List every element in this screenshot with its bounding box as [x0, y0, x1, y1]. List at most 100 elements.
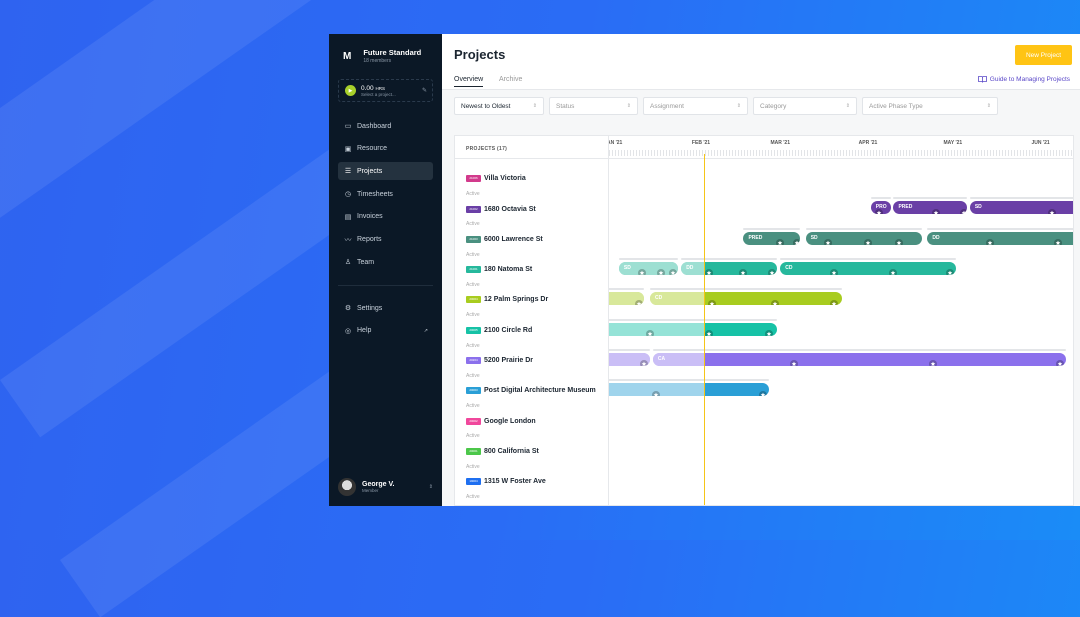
project-name[interactable]: 5200 Prairie Dr	[484, 357, 534, 365]
project-row[interactable]: 21002 1680 Octavia St Active	[466, 200, 536, 227]
guide-link[interactable]: Guide to Managing Projects	[977, 76, 1070, 83]
project-row[interactable]: 20002 Google London Active	[466, 412, 536, 439]
project-name[interactable]: Post Digital Architecture Museum	[484, 387, 596, 395]
project-name[interactable]: 800 California St	[484, 447, 539, 455]
milestone-star-icon[interactable]	[705, 264, 714, 275]
phase-bar[interactable]: CD	[650, 292, 843, 306]
sidebar-item-settings[interactable]: ⚙ Settings	[338, 299, 433, 317]
milestone-star-icon[interactable]	[767, 264, 776, 275]
milestone-star-icon[interactable]	[657, 264, 666, 275]
filter-dropdown[interactable]: Newest to Oldest ⇕	[454, 97, 544, 115]
new-project-button[interactable]: New Project	[1015, 45, 1072, 65]
milestone-star-icon[interactable]	[646, 325, 655, 336]
milestone-star-icon[interactable]	[985, 234, 994, 245]
phase-bar[interactable]: SD	[969, 201, 1073, 215]
milestone-star-icon[interactable]	[770, 295, 779, 306]
project-row[interactable]: 20204 5200 Prairie Dr Active	[466, 352, 534, 379]
filter-dropdown[interactable]: Status ⇕	[549, 97, 638, 115]
sidebar-item-dashboard[interactable]: ▭ Dashboard	[338, 117, 433, 135]
edit-icon[interactable]: ✎	[421, 88, 427, 94]
project-name[interactable]: 2100 Circle Rd	[484, 326, 533, 334]
project-row[interactable]: 20003 Post Digital Architecture Museum Act…	[466, 382, 596, 409]
timer-hours: 0.00	[361, 84, 374, 92]
phase-bar[interactable]: CD	[780, 261, 956, 275]
milestone-star-icon[interactable]	[895, 234, 904, 245]
milestone-star-icon[interactable]	[1053, 234, 1062, 245]
play-icon[interactable]: ▶	[345, 85, 356, 96]
project-name[interactable]: 1680 Octavia St	[484, 205, 536, 213]
sidebar-item-timesheets[interactable]: ◷ Timesheets	[338, 185, 433, 203]
milestone-star-icon[interactable]	[889, 264, 898, 275]
project-row[interactable]: 19003University of Michigan SchoolActive	[466, 503, 584, 505]
user-menu[interactable]: George V. Member ⇕	[338, 478, 433, 496]
project-row[interactable]: 20004 12 Palm Springs Dr Active	[466, 291, 549, 318]
milestone-star-icon[interactable]	[668, 264, 677, 275]
sidebar-item-reports[interactable]: 〰 Reports	[338, 231, 433, 249]
phase-track	[927, 227, 1073, 230]
project-name[interactable]: Google London	[484, 417, 536, 425]
sidebar-item-invoices[interactable]: ▤ Invoices	[338, 208, 433, 226]
timeline[interactable]: PRO PRED SD PRED SD DD SD DD CD CD CA JAN '21 FEB '2…	[609, 136, 1073, 505]
phase-bar[interactable]	[609, 292, 645, 306]
milestone-star-icon[interactable]	[705, 325, 714, 336]
project-row[interactable]: 21003 6000 Lawrence St Active	[466, 231, 543, 258]
milestone-star-icon[interactable]	[634, 295, 643, 306]
month-label: FEB '21	[691, 140, 711, 146]
project-row[interactable]: 20001 800 California St Active	[466, 443, 539, 470]
milestone-star-icon[interactable]	[708, 295, 717, 306]
tab-overview[interactable]: Overview	[454, 76, 484, 87]
phase-bar[interactable]: DD	[681, 261, 778, 275]
milestone-star-icon[interactable]	[829, 295, 838, 306]
chevron-updown-icon: ⇕	[845, 103, 850, 109]
sidebar-item-projects[interactable]: ☰ Projects	[338, 162, 433, 181]
milestone-star-icon[interactable]	[776, 234, 785, 245]
milestone-star-icon[interactable]	[824, 234, 833, 245]
milestone-star-icon[interactable]	[960, 204, 968, 215]
phase-bar[interactable]: CA	[652, 352, 1067, 366]
timer-project-select[interactable]: Select a project...	[361, 91, 396, 97]
phase-bar[interactable]	[609, 383, 769, 397]
timer-widget[interactable]: ▶ 0.00 HRS Select a project... ✎	[338, 79, 433, 102]
milestone-star-icon[interactable]	[1056, 355, 1065, 366]
sidebar-item-resource[interactable]: ▣ Resource	[338, 140, 433, 158]
project-name[interactable]: 180 Natoma St	[484, 266, 533, 274]
project-name[interactable]: Villa Victoria	[484, 175, 526, 183]
sidebar-item-team[interactable]: ♙ Team	[338, 253, 433, 271]
filter-dropdown[interactable]: Assignment ⇕	[643, 97, 748, 115]
milestone-star-icon[interactable]	[875, 204, 884, 215]
project-row[interactable]: 19004 1315 W Foster Ave Active	[466, 473, 546, 500]
phase-bar[interactable]: SD	[805, 231, 922, 245]
phase-bar[interactable]	[609, 352, 651, 366]
milestone-star-icon[interactable]	[931, 204, 940, 215]
milestone-star-icon[interactable]	[830, 264, 838, 275]
phase-bar[interactable]: PRED	[893, 201, 968, 215]
project-name[interactable]: 6000 Lawrence St	[484, 235, 543, 243]
milestone-star-icon[interactable]	[637, 264, 646, 275]
milestone-star-icon[interactable]	[946, 264, 955, 275]
project-row[interactable]: 21006 Villa Victoria Active	[466, 170, 526, 197]
filter-dropdown[interactable]: Active Phase Type ⇕	[862, 97, 998, 115]
milestone-star-icon[interactable]	[1047, 204, 1056, 215]
milestone-star-icon[interactable]	[759, 386, 768, 397]
milestone-star-icon[interactable]	[640, 355, 649, 366]
phase-bar[interactable]	[609, 322, 778, 336]
phase-bar[interactable]: SD	[618, 261, 679, 275]
project-name[interactable]: 1315 W Foster Ave	[484, 478, 546, 486]
milestone-star-icon[interactable]	[739, 264, 748, 275]
milestone-star-icon[interactable]	[764, 325, 773, 336]
milestone-star-icon[interactable]	[929, 355, 938, 366]
org-switcher[interactable]: M Future Standard 18 members ⇕	[343, 48, 445, 64]
milestone-star-icon[interactable]	[793, 234, 801, 245]
project-name[interactable]: 12 Palm Springs Dr	[484, 296, 549, 304]
sidebar-item-help[interactable]: ◎ Help ↗	[338, 322, 433, 340]
phase-bar[interactable]: DD	[927, 231, 1073, 245]
tab-archive[interactable]: Archive	[499, 76, 523, 83]
phase-bar[interactable]: PRED	[743, 231, 801, 245]
project-row[interactable]: 21001 180 Natoma St Active	[466, 261, 533, 288]
milestone-star-icon[interactable]	[863, 234, 872, 245]
project-row[interactable]: 20005 2100 Circle Rd Active	[466, 322, 533, 349]
phase-bar[interactable]: PRO	[870, 201, 891, 215]
filter-dropdown[interactable]: Category ⇕	[753, 97, 857, 115]
milestone-star-icon[interactable]	[790, 355, 799, 366]
milestone-star-icon[interactable]	[651, 386, 660, 397]
